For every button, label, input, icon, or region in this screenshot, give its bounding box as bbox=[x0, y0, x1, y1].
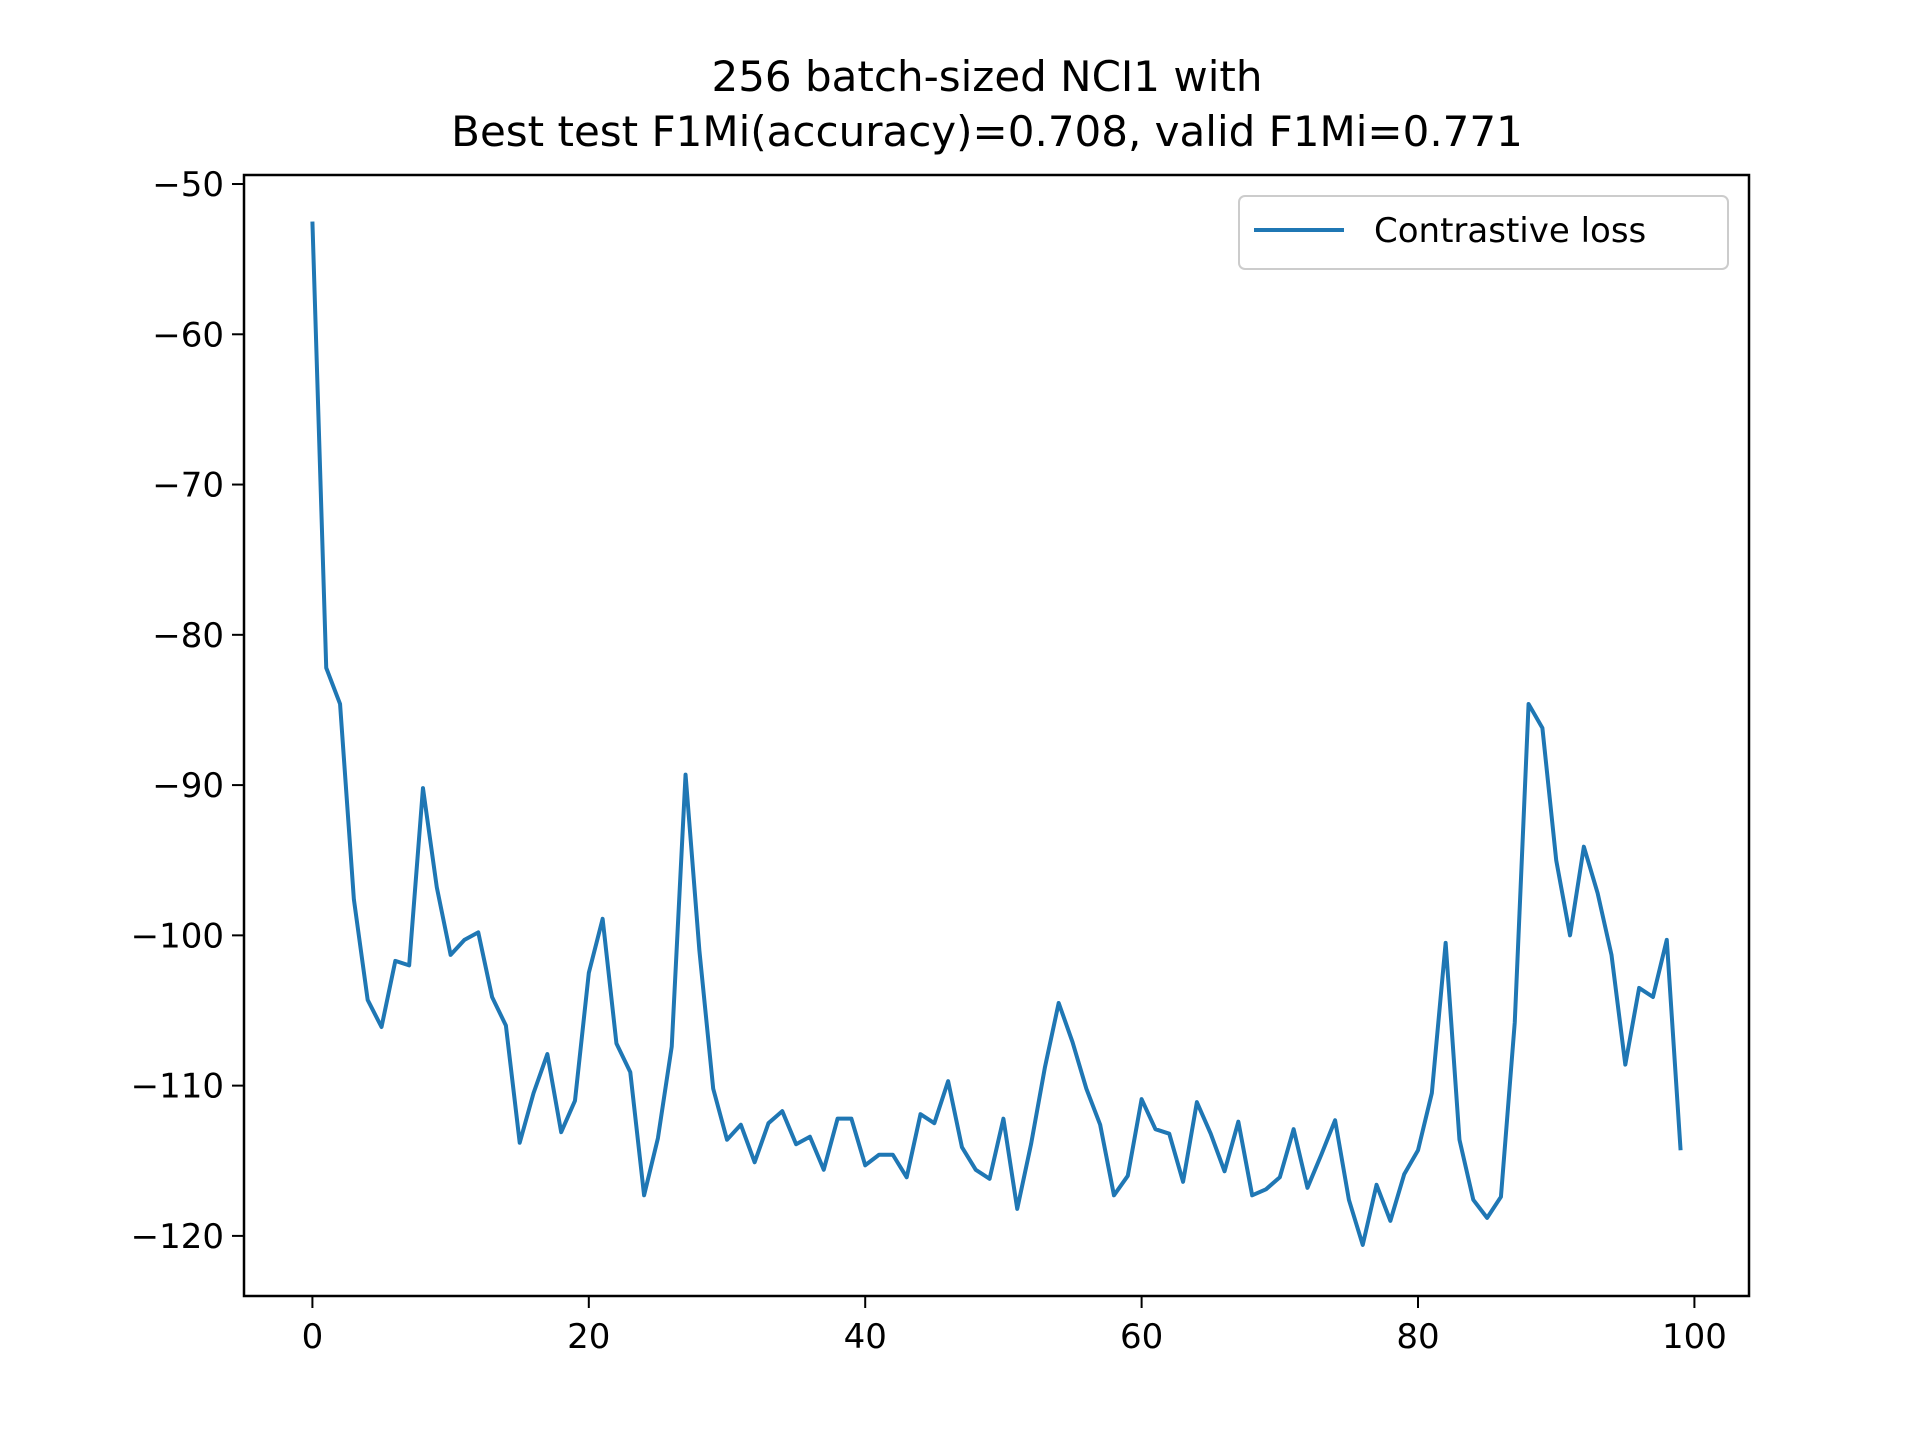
x-tick-label: 60 bbox=[1120, 1317, 1163, 1357]
series-line-contrastive-loss bbox=[310, 221, 1683, 1247]
y-tick-label: −120 bbox=[131, 1217, 224, 1257]
y-tick-label: −60 bbox=[152, 315, 224, 355]
y-tick-label: −70 bbox=[152, 466, 224, 506]
x-tick-label: 80 bbox=[1396, 1317, 1439, 1357]
y-tick-label: −50 bbox=[152, 165, 224, 205]
plot-frame bbox=[242, 173, 1751, 1298]
y-tick-label: −100 bbox=[131, 916, 224, 956]
legend-label-contrastive-loss: Contrastive loss bbox=[1374, 211, 1646, 251]
legend-box bbox=[1238, 195, 1729, 270]
x-tick-label: 0 bbox=[302, 1317, 324, 1357]
legend: Contrastive loss bbox=[1238, 195, 1729, 270]
axis-ticks: 0 20 40 60 80 100 −50 −60 −70 −80 −90 −100 −110 −120 bbox=[131, 165, 1727, 1357]
x-tick-label: 40 bbox=[844, 1317, 887, 1357]
x-tick-label: 100 bbox=[1662, 1317, 1727, 1357]
x-tick-label: 20 bbox=[567, 1317, 610, 1357]
y-tick-label: −110 bbox=[131, 1067, 224, 1107]
chart-title-line-2: Best test F1Mi(accuracy)=0.708, valid F1… bbox=[451, 107, 1523, 156]
chart-title-line-1: 256 batch-sized NCI1 with bbox=[711, 52, 1262, 101]
plot-area bbox=[244, 175, 1749, 1296]
y-tick-label: −80 bbox=[152, 616, 224, 656]
y-tick-label: −90 bbox=[152, 766, 224, 806]
series-layer bbox=[310, 221, 1683, 1247]
